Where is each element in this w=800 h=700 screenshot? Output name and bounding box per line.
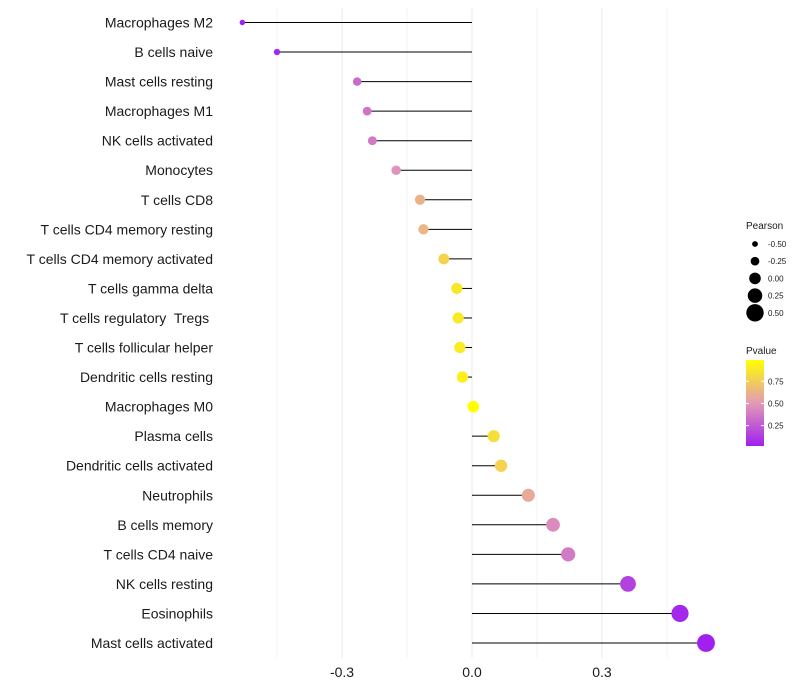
legend-size-label: 0.00 [768, 274, 784, 283]
legend-size-key [749, 272, 761, 285]
legend-size-label: -0.25 [768, 257, 787, 266]
category-label: T cells CD8 [141, 192, 213, 208]
category-label: Monocytes [145, 162, 213, 178]
pvalue-colorbar [746, 360, 764, 446]
category-label: T cells CD4 naive [104, 546, 214, 562]
lollipop-point [438, 253, 450, 265]
legend-size-key [746, 304, 764, 322]
category-label: Plasma cells [134, 428, 213, 444]
category-label: NK cells resting [116, 576, 213, 592]
lollipop-point [454, 341, 466, 354]
legend-pearson-title: Pearson [746, 221, 783, 232]
x-tick-label: -0.3 [330, 664, 354, 680]
legend-size-key [752, 241, 758, 247]
lollipop-point [362, 106, 372, 116]
category-label: Macrophages M0 [105, 399, 213, 415]
colorbar-label: 0.25 [768, 422, 784, 431]
category-label: T cells CD4 memory activated [27, 251, 213, 267]
x-tick-label: 0.3 [592, 664, 612, 680]
grid-lines [276, 8, 668, 658]
legend-size-label: -0.50 [768, 240, 787, 249]
legend-pvalue: Pvalue 0.75 0.50 0.25 [746, 346, 784, 446]
category-label: Dendritic cells activated [66, 458, 213, 474]
legend-size-key [750, 256, 760, 266]
category-label: T cells CD4 memory resting [41, 221, 213, 237]
lollipop-point [546, 517, 560, 532]
lollipop-point [561, 547, 576, 562]
lollipop-point [456, 371, 469, 383]
lollipop-point [391, 165, 401, 176]
lollipop-point [414, 194, 426, 205]
lollipop-point [418, 224, 429, 235]
colorbar-label: 0.75 [768, 377, 784, 386]
legend-size-label: 0.50 [768, 309, 784, 318]
lollipop-point [494, 459, 508, 472]
category-label: Macrophages M2 [105, 15, 213, 31]
category-label: Mast cells activated [91, 635, 213, 651]
lollipop-point [620, 576, 636, 592]
category-label: B cells memory [117, 517, 213, 533]
category-label: Neutrophils [142, 487, 213, 503]
category-label: Dendritic cells resting [80, 369, 213, 385]
lollipop-point [273, 48, 281, 56]
legend-pvalue-title: Pvalue [746, 346, 777, 357]
lollipop-point [367, 136, 377, 146]
category-label: Mast cells resting [105, 74, 213, 90]
category-label: T cells regulatory Tregs [60, 310, 213, 326]
colorbar-label: 0.50 [768, 399, 784, 408]
category-label: T cells gamma delta [88, 280, 213, 296]
lollipop-point [521, 488, 535, 502]
lollipop-points [239, 19, 715, 652]
lollipop-stems [242, 22, 706, 644]
legend-size-key [747, 288, 763, 303]
lollipop-point [671, 604, 689, 623]
lollipop-point [239, 19, 246, 26]
lollipop-point [451, 282, 463, 295]
legend-pearson: Pearson -0.50 -0.25 0.00 0.25 0.50 [746, 221, 787, 322]
lollipop-point [452, 312, 464, 324]
lollipop-point [467, 400, 480, 413]
category-label: Macrophages M1 [105, 103, 213, 119]
category-label: Eosinophils [141, 605, 213, 621]
category-label: B cells naive [134, 44, 213, 60]
lollipop-point [697, 634, 715, 652]
x-tick-label: 0.0 [462, 664, 482, 680]
category-label: NK cells activated [102, 133, 213, 149]
lollipop-point [352, 77, 362, 86]
legend-size-label: 0.25 [768, 292, 784, 301]
lollipop-point [487, 430, 500, 443]
x-axis-ticks: -0.3 0.0 0.3 [330, 664, 612, 680]
category-label: T cells follicular helper [75, 340, 214, 356]
category-labels: Macrophages M2 B cells naive Mast cells re… [27, 15, 214, 652]
